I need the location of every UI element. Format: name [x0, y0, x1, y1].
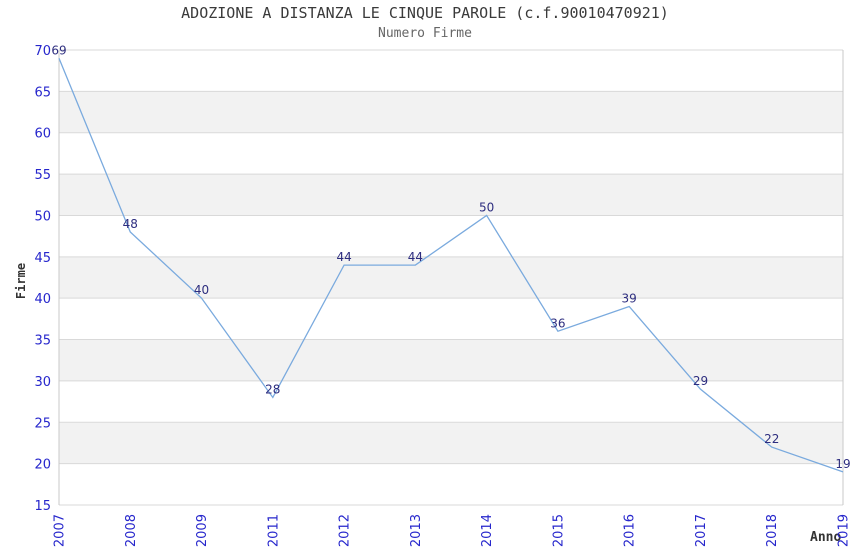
- x-tick-label: 2014: [480, 514, 495, 547]
- y-tick-label: 55: [34, 168, 51, 183]
- y-tick-label: 30: [34, 375, 51, 390]
- data-label: 22: [764, 432, 779, 446]
- y-tick-label: 25: [34, 416, 51, 431]
- x-tick-label: 2015: [551, 514, 566, 547]
- data-labels: 69 48 40 28 44 44 50 36 39 29 22 19: [51, 43, 850, 471]
- plot-border: [58, 50, 844, 505]
- data-label: 50: [479, 200, 494, 214]
- data-label: 28: [265, 382, 280, 396]
- x-tick-label: 2007: [53, 514, 68, 547]
- y-tick-label: 50: [34, 209, 51, 224]
- series: [58, 58, 844, 473]
- grid-band: [59, 422, 843, 464]
- x-tick-label: 2012: [338, 514, 353, 547]
- x-tick-label: 2013: [409, 514, 424, 547]
- data-label: 39: [622, 291, 637, 305]
- y-tick-label: 20: [34, 458, 51, 473]
- x-tick-label: 2011: [266, 514, 281, 547]
- x-tick-labels: 2007 2008 2009 2011 2012 2013 2014 2015 2016 2017…: [53, 514, 850, 547]
- grid-bands: [59, 91, 843, 464]
- grid-band: [59, 339, 843, 381]
- x-tick-label: 2018: [765, 514, 780, 547]
- chart-title: ADOZIONE A DISTANZA LE CINQUE PAROLE (c.…: [181, 4, 669, 22]
- x-tick-label: 2019: [837, 514, 850, 547]
- grid-band: [59, 174, 843, 216]
- x-tick-label: 2008: [124, 514, 139, 547]
- y-tick-label: 40: [34, 292, 51, 307]
- x-tick-label: 2016: [623, 514, 638, 547]
- x-tick-label: 2009: [195, 514, 210, 547]
- y-tick-labels: 15 20 25 30 35 40 45 50 55 60 65 70: [34, 44, 51, 514]
- grid-band: [59, 91, 843, 133]
- x-axis-title: Anno: [810, 530, 842, 545]
- data-label: 44: [336, 250, 351, 264]
- data-label: 48: [123, 217, 138, 231]
- series-line: [58, 58, 844, 473]
- y-tick-label: 45: [34, 251, 51, 266]
- data-label: 69: [51, 43, 66, 57]
- data-label: 40: [194, 283, 209, 297]
- y-tick-label: 65: [34, 85, 51, 100]
- y-tick-label: 60: [34, 127, 51, 142]
- grid-band: [59, 256, 843, 299]
- data-label: 36: [550, 316, 565, 330]
- y-tick-label: 70: [34, 44, 51, 59]
- x-tick-label: 2017: [694, 514, 709, 547]
- data-label: 44: [408, 250, 423, 264]
- chart-subtitle: Numero Firme: [378, 26, 472, 41]
- data-label: 29: [693, 374, 708, 388]
- data-label: 19: [835, 457, 850, 471]
- y-tick-label: 15: [34, 499, 51, 514]
- gridlines: [59, 49, 843, 506]
- y-tick-label: 35: [34, 334, 51, 349]
